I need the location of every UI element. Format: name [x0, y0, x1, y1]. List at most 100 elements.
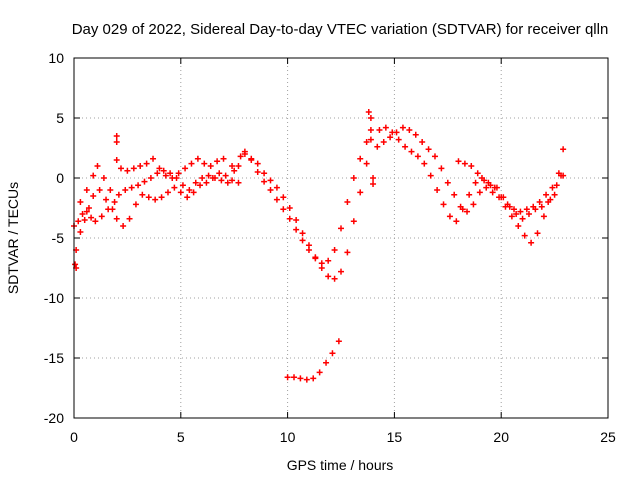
data-point [338, 225, 344, 232]
data-point [152, 196, 159, 203]
data-point [261, 178, 268, 185]
data-point [235, 163, 242, 169]
data-point [534, 230, 541, 237]
data-point [474, 170, 481, 177]
data-point [545, 199, 552, 205]
x-axis-label: GPS time / hours [287, 457, 394, 473]
data-point [85, 205, 92, 211]
data-point [115, 191, 122, 198]
data-point [427, 172, 434, 179]
data-point [549, 184, 556, 191]
data-point [280, 206, 287, 213]
data-point [179, 182, 186, 189]
series-track-e [376, 124, 567, 225]
x-tick-label: 5 [177, 429, 185, 445]
data-point [412, 131, 419, 138]
data-point [521, 232, 528, 239]
data-point [464, 208, 471, 215]
data-point [350, 175, 357, 181]
data-point [399, 124, 406, 131]
y-axis-ticks: -20 -15 -10 -5 0 5 10 [44, 50, 608, 426]
data-point [376, 127, 383, 133]
data-point [421, 160, 428, 167]
data-point [468, 163, 475, 169]
data-point [150, 155, 157, 162]
data-point [517, 208, 524, 215]
data-point [209, 175, 216, 181]
data-point [171, 184, 178, 191]
data-point [83, 208, 90, 215]
data-point [331, 275, 338, 282]
data-point [525, 211, 532, 217]
data-point [96, 187, 103, 193]
data-point [162, 172, 169, 179]
data-point [218, 177, 225, 184]
data-point [293, 226, 300, 233]
data-point [506, 203, 513, 210]
data-point [147, 175, 154, 181]
data-point [329, 350, 336, 357]
data-point [122, 187, 129, 193]
data-point [476, 189, 483, 196]
data-point [344, 199, 351, 205]
data-point [94, 163, 101, 169]
data-point [182, 165, 189, 172]
data-point [402, 143, 409, 150]
data-point [551, 191, 558, 198]
data-point [387, 134, 394, 141]
data-point [553, 182, 560, 189]
data-point [81, 217, 88, 223]
data-point [481, 177, 488, 184]
data-point [203, 179, 210, 186]
data-point [414, 153, 421, 160]
data-point [325, 273, 332, 280]
data-point [130, 165, 137, 172]
data-point [338, 268, 344, 275]
data-point [164, 189, 171, 196]
x-tick-label: 0 [70, 429, 78, 445]
data-point [513, 211, 520, 217]
data-point [224, 179, 231, 186]
grid [74, 58, 608, 418]
data-point [461, 160, 468, 167]
series-track-b [73, 136, 374, 282]
chart-title: Day 029 of 2022, Sidereal Day-to-day VTE… [72, 21, 609, 38]
data-point [374, 143, 381, 150]
data-point [145, 194, 152, 201]
data-point [188, 160, 195, 167]
data-point [143, 160, 150, 167]
data-point [231, 167, 238, 174]
data-point [305, 242, 312, 249]
data-point [175, 170, 182, 177]
data-point [167, 170, 174, 177]
x-tick-label: 10 [280, 429, 296, 445]
data-point [107, 187, 114, 193]
series-track-g [284, 338, 342, 383]
data-point [235, 179, 242, 186]
data-point [92, 218, 99, 225]
data-point [132, 201, 139, 208]
data-point [90, 172, 97, 179]
data-point [205, 172, 212, 179]
data-point [440, 201, 447, 208]
data-point [431, 153, 438, 160]
data-point [98, 213, 105, 220]
data-point [543, 191, 550, 198]
data-point [229, 177, 236, 184]
data-point [220, 155, 227, 162]
series-track-d [374, 124, 567, 246]
data-point [444, 179, 451, 186]
data-point [77, 199, 84, 205]
data-point [540, 213, 547, 220]
data-point [273, 196, 280, 203]
data-point [197, 182, 204, 189]
data-point [299, 237, 306, 244]
data-point [261, 170, 268, 177]
data-point [470, 201, 477, 208]
data-point [111, 199, 118, 205]
data-point [83, 187, 90, 193]
data-point [237, 153, 244, 160]
data-point [267, 177, 274, 184]
y-tick-label: 10 [48, 50, 64, 66]
